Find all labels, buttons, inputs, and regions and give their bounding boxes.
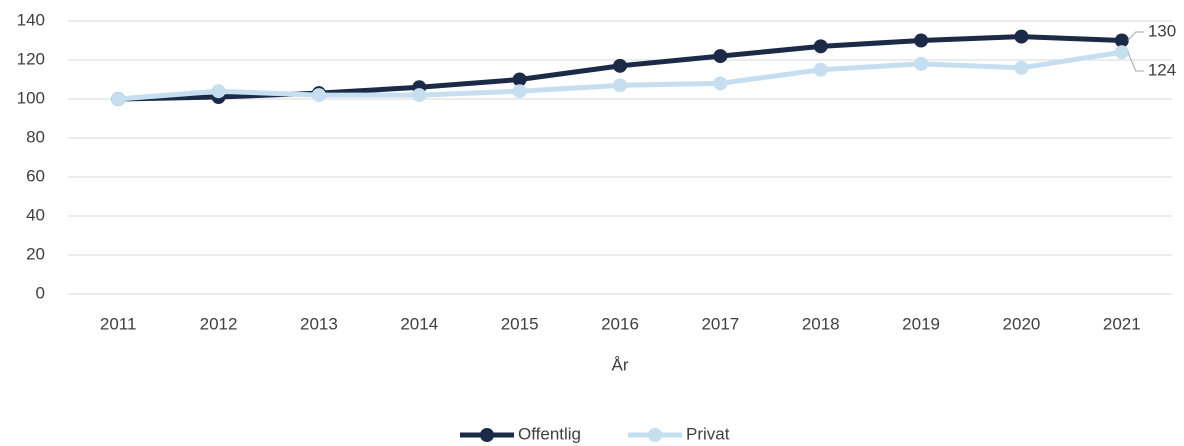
x-axis-title: År [612, 355, 629, 374]
data-label: 124 [1148, 60, 1176, 79]
y-tick-label: 0 [36, 283, 45, 302]
point [613, 58, 627, 73]
data-label: 130 [1148, 21, 1176, 40]
point [813, 39, 828, 54]
point [1114, 45, 1129, 60]
point [713, 49, 728, 64]
y-tick-label: 20 [26, 244, 45, 263]
point [1114, 33, 1129, 48]
x-tick-label: 2018 [802, 314, 840, 333]
x-tick-label: 2015 [501, 314, 539, 333]
x-tick-label: 2016 [601, 314, 639, 333]
legend-label: Offentlig [518, 424, 581, 443]
legend-marker [648, 428, 662, 442]
point [512, 84, 527, 99]
y-tick-label: 60 [26, 166, 45, 185]
point [1014, 29, 1029, 44]
y-tick-label: 120 [17, 49, 45, 68]
point [914, 56, 929, 71]
y-tick-label: 140 [17, 10, 45, 29]
point [613, 78, 627, 93]
x-tick-label: 2013 [300, 314, 338, 333]
x-tick-label: 2012 [200, 314, 238, 333]
point [713, 76, 728, 91]
y-tick-label: 100 [17, 88, 45, 107]
x-tick-label: 2019 [902, 314, 940, 333]
point [1014, 60, 1029, 75]
x-tick-label: 2014 [400, 314, 438, 333]
x-tick-label: 2021 [1103, 314, 1141, 333]
legend-marker [480, 428, 494, 442]
x-tick-label: 2017 [701, 314, 739, 333]
point [512, 72, 527, 87]
y-tick-label: 40 [26, 205, 45, 224]
point [111, 92, 126, 106]
leader-line [1127, 52, 1144, 72]
point [211, 84, 226, 99]
point [311, 88, 326, 103]
point [412, 88, 427, 103]
legend-label: Privat [686, 424, 730, 443]
x-tick-label: 2011 [100, 314, 137, 333]
x-tick-label: 2020 [1003, 314, 1041, 333]
y-tick-label: 80 [26, 127, 45, 146]
leader-line [1127, 31, 1144, 41]
point [813, 62, 828, 77]
point [914, 33, 929, 48]
